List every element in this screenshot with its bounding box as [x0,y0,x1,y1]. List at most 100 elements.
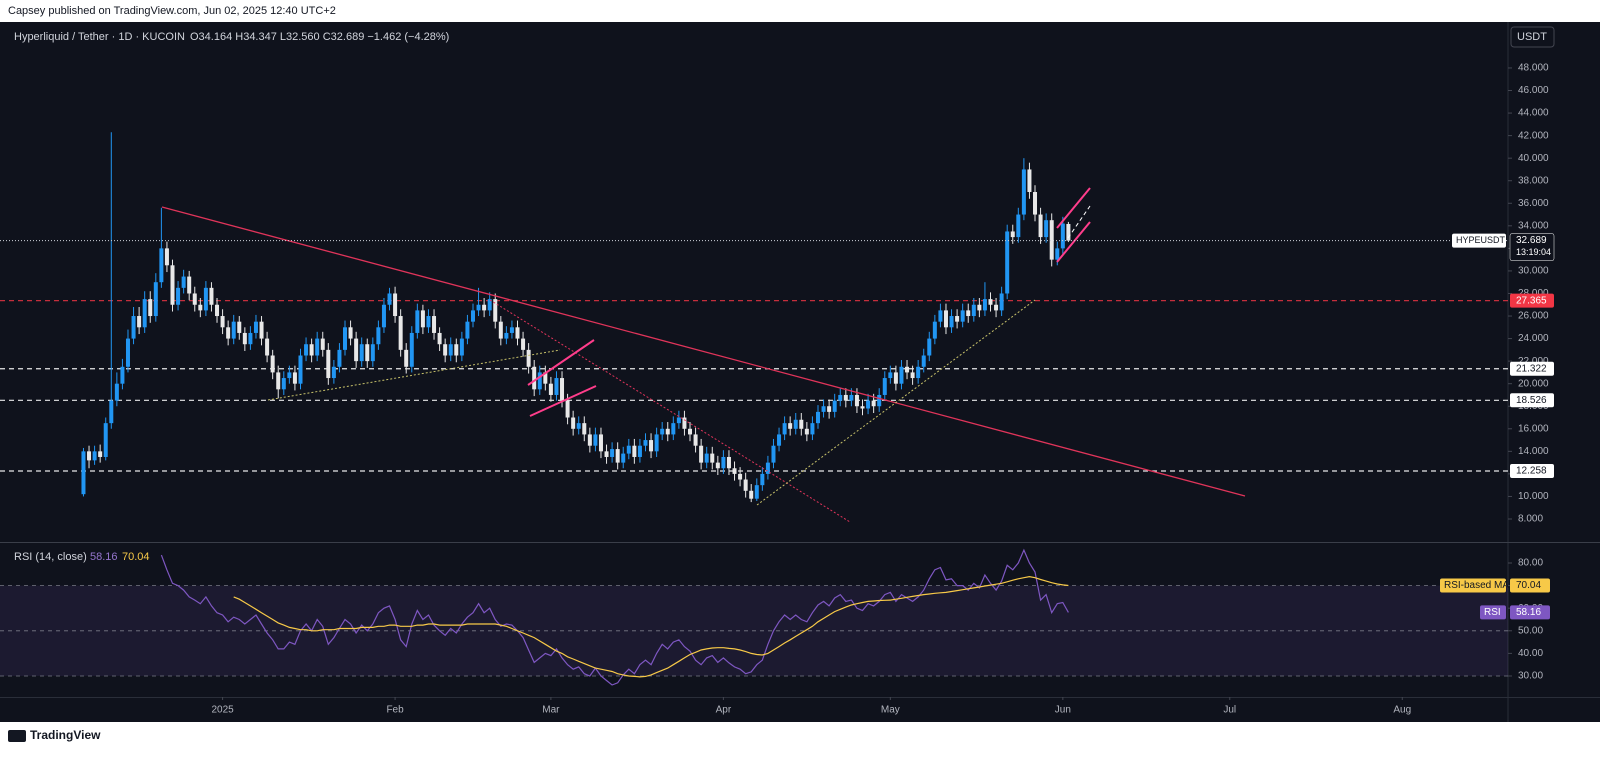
candle-body [854,394,859,407]
candle-body [87,451,92,461]
candle-body [849,394,854,401]
candle-body [120,366,125,384]
candle-body [615,449,620,463]
channel-line [527,339,595,386]
candle-body [320,338,325,350]
candle-body [899,366,904,384]
candle-body [910,372,915,379]
candle-body [365,344,370,362]
y-tick-label: 20.000 [1518,378,1549,389]
candle-body [994,304,999,311]
candle-body [988,299,993,305]
candle-body [437,332,442,345]
bottom-bar [0,722,1600,765]
candle-body [676,417,681,424]
candle-body [598,434,603,452]
candle-body [203,287,208,311]
candle-body [331,366,336,379]
candle-body [176,287,181,305]
candle-body [504,332,509,339]
candle-body [866,400,871,409]
y-tick-label: 42.000 [1518,130,1549,141]
y-tick-label: 30.000 [1518,266,1549,277]
candle-body [754,485,759,499]
candle-body [298,355,303,384]
candle-body [637,445,642,457]
level-label-box [1510,393,1554,408]
candle-body [415,310,420,333]
candle-body [376,327,381,345]
rsi-name-box [1480,605,1506,620]
rsi-line [160,548,1069,686]
chart-title: Hyperliquid / Tether · 1D · KUCOIN [14,31,185,43]
candle-body [682,417,687,429]
y-tick-label: 10.000 [1518,491,1549,502]
candle-body [782,423,787,435]
candle-body [265,338,270,356]
candle-body [1060,223,1065,249]
candle-body [971,304,976,317]
candle-body [304,344,309,356]
y-tick-label: 44.000 [1518,108,1549,119]
candle-body [982,299,987,311]
candle-body [159,248,164,283]
rsi-value-box [1510,605,1550,620]
candle-body [1033,191,1038,215]
symbol-label: HYPEUSDT [1456,235,1506,245]
candle-body [181,276,186,288]
level-label: 18.526 [1516,395,1547,406]
candle-body [815,411,820,424]
candle-body [799,419,804,429]
x-tick-label: Feb [386,705,404,716]
candle-body [248,332,253,345]
candle-body [114,383,119,401]
symbol-label-box [1452,233,1506,248]
trendline-dotted [489,299,851,523]
candle-body [348,327,353,339]
candle-body [270,355,275,373]
candle-body [905,366,910,373]
y-tick-label: 46.000 [1518,85,1549,96]
candle-body [242,332,247,345]
candle-body [576,423,581,429]
candle-body [404,349,409,367]
level-label-box [1510,293,1554,308]
candle-body [921,355,926,367]
candle-body [660,428,665,435]
candle-body [487,299,492,311]
candle-body [771,445,776,463]
candle-body [209,287,214,305]
user-drawings [161,187,1246,523]
candle-body [326,349,331,379]
candle-body [543,372,548,384]
brand-name: TradingView [30,728,101,742]
x-tick-label: Mar [542,705,560,716]
candle-body [526,349,531,367]
channel-line [1056,221,1091,263]
level-label-box [1510,361,1554,376]
candle-body [960,310,965,322]
currency-button[interactable] [1510,26,1555,48]
candle-body [649,440,654,452]
candle-body [1038,214,1043,238]
candle-body [192,293,197,305]
candle-body [882,378,887,395]
candle-body [426,316,431,328]
candle-body [1049,220,1054,260]
candle-body [409,332,414,367]
y-tick-label: 36.000 [1518,198,1549,209]
candle-body [470,310,475,322]
candle-body [1027,169,1032,192]
candle-body [932,321,937,339]
candle-body [860,406,865,409]
y-tick-label: 34.000 [1518,220,1549,231]
last-price-box [1509,233,1555,261]
candle-body [949,316,954,328]
candle-body [498,321,503,339]
candle-body [98,451,103,457]
candle-body [732,468,737,474]
candle-body [821,406,826,412]
candle-body [1016,214,1021,238]
candle-body [237,321,242,333]
